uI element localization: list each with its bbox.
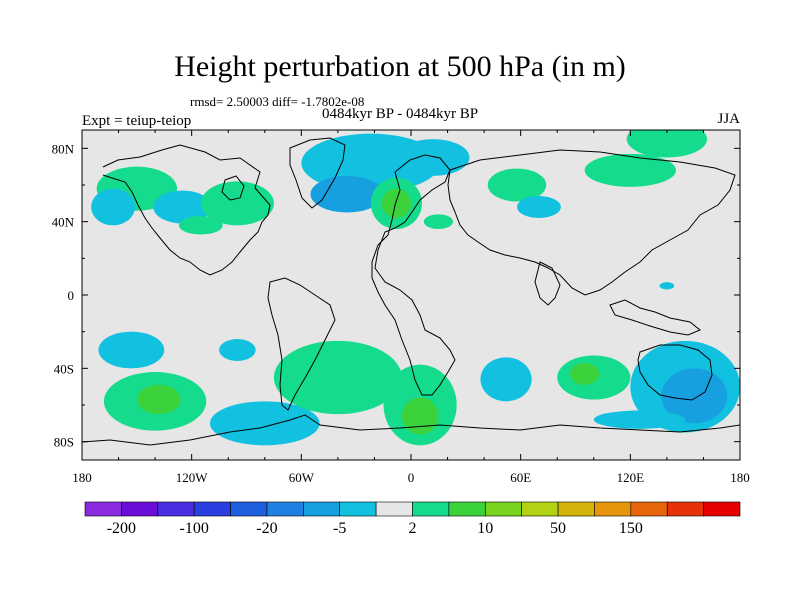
coastline-layer (82, 137, 740, 446)
colorbar-label: 150 (619, 520, 643, 537)
x-tick-label: 0 (408, 470, 415, 485)
y-tick-label: 0 (68, 288, 75, 303)
contour-region-13 (487, 168, 547, 202)
contour-region-20 (219, 339, 256, 361)
x-tick-label: 60E (510, 470, 531, 485)
contour-region-1 (659, 282, 675, 290)
colorbar-box-12 (484, 501, 522, 517)
colorbar-label: 50 (550, 520, 566, 537)
axis-ticks: 180 120W 60W 0 60E 120E 180 80N 40N 0 40S 80S (52, 130, 750, 485)
contour-region-16 (584, 153, 677, 187)
contour-region-21 (209, 401, 320, 446)
contour-region-24 (401, 397, 439, 435)
x-tick-label: 120W (176, 470, 209, 485)
colorbar-box-6 (266, 501, 304, 517)
colorbar-label: -20 (256, 520, 277, 537)
coastline-greenland (289, 137, 346, 209)
y-tick-label: 80N (52, 141, 75, 156)
contour-region-5 (153, 190, 212, 224)
contour-region-12 (381, 188, 411, 218)
x-tick-label: 180 (72, 470, 92, 485)
contour-region-6 (200, 181, 274, 226)
coastline-north-america (102, 144, 271, 276)
colorbar-box-5 (230, 501, 268, 517)
period-label: 0484kyr BP - 0484kyr BP (322, 106, 479, 122)
colorbar-box-16 (630, 501, 668, 517)
coastline-india (534, 261, 561, 306)
colorbar-box-8 (339, 501, 377, 517)
colorbar: -200 -100 -20 -5 2 10 50 150 (84, 501, 741, 537)
colorbar-box-4 (193, 501, 231, 517)
contour-region-22 (273, 340, 402, 415)
contour-region-19 (98, 331, 165, 369)
colorbar-box-3 (157, 501, 195, 517)
colorbar-label: -5 (333, 520, 346, 537)
coastline-south-america (267, 277, 336, 411)
colorbar-label: 2 (409, 520, 417, 537)
contour-region-15 (423, 214, 454, 230)
contour-fill-layer (91, 130, 740, 446)
rmsd-diff-label: rmsd= 2.50003 diff= -1.7802e-08 (190, 94, 365, 109)
coastline-europe-africa (371, 154, 456, 396)
x-tick-label: 60W (289, 470, 315, 485)
contour-region-25 (480, 357, 532, 402)
coastline-australia (637, 344, 713, 401)
colorbar-box-18 (703, 501, 741, 517)
colorbar-box-15 (594, 501, 632, 517)
contour-region-4 (91, 188, 136, 226)
colorbar-box-10 (412, 501, 450, 517)
x-tick-label: 180 (730, 470, 750, 485)
colorbar-box-14 (557, 501, 595, 517)
colorbar-box-9 (375, 501, 413, 517)
coastline-asia (447, 149, 736, 296)
coastline-antarctica (82, 414, 740, 446)
contour-region-27 (570, 362, 600, 385)
contour-region-18 (136, 384, 181, 415)
coastline-hudson-bay (221, 175, 245, 201)
y-tick-label: 40N (52, 215, 75, 230)
colorbar-box-13 (521, 501, 559, 517)
contour-region-29 (661, 368, 728, 424)
contour-region-14 (517, 196, 561, 218)
season-label: JJA (717, 111, 740, 127)
colorbar-box-1 (84, 501, 122, 517)
y-tick-label: 80S (54, 435, 74, 450)
y-tick-label: 40S (54, 361, 74, 376)
coastline-se-asia (609, 299, 701, 336)
plot-title: Height perturbation at 500 hPa (in m) (174, 50, 626, 83)
colorbar-label: 10 (477, 520, 493, 537)
contour-region-30 (593, 410, 686, 429)
contour-region-10 (396, 139, 470, 176)
colorbar-box-17 (666, 501, 704, 517)
colorbar-label: -200 (107, 520, 136, 537)
contour-region-9 (310, 175, 384, 213)
contour-region-2 (626, 130, 708, 158)
experiment-label: Expt = teiup-teiop (82, 113, 192, 129)
colorbar-box-7 (303, 501, 341, 517)
x-tick-label: 120E (617, 470, 645, 485)
colorbar-box-2 (121, 501, 159, 517)
colorbar-box-11 (448, 501, 486, 517)
contour-region-7 (178, 216, 223, 235)
colorbar-label: -100 (180, 520, 209, 537)
